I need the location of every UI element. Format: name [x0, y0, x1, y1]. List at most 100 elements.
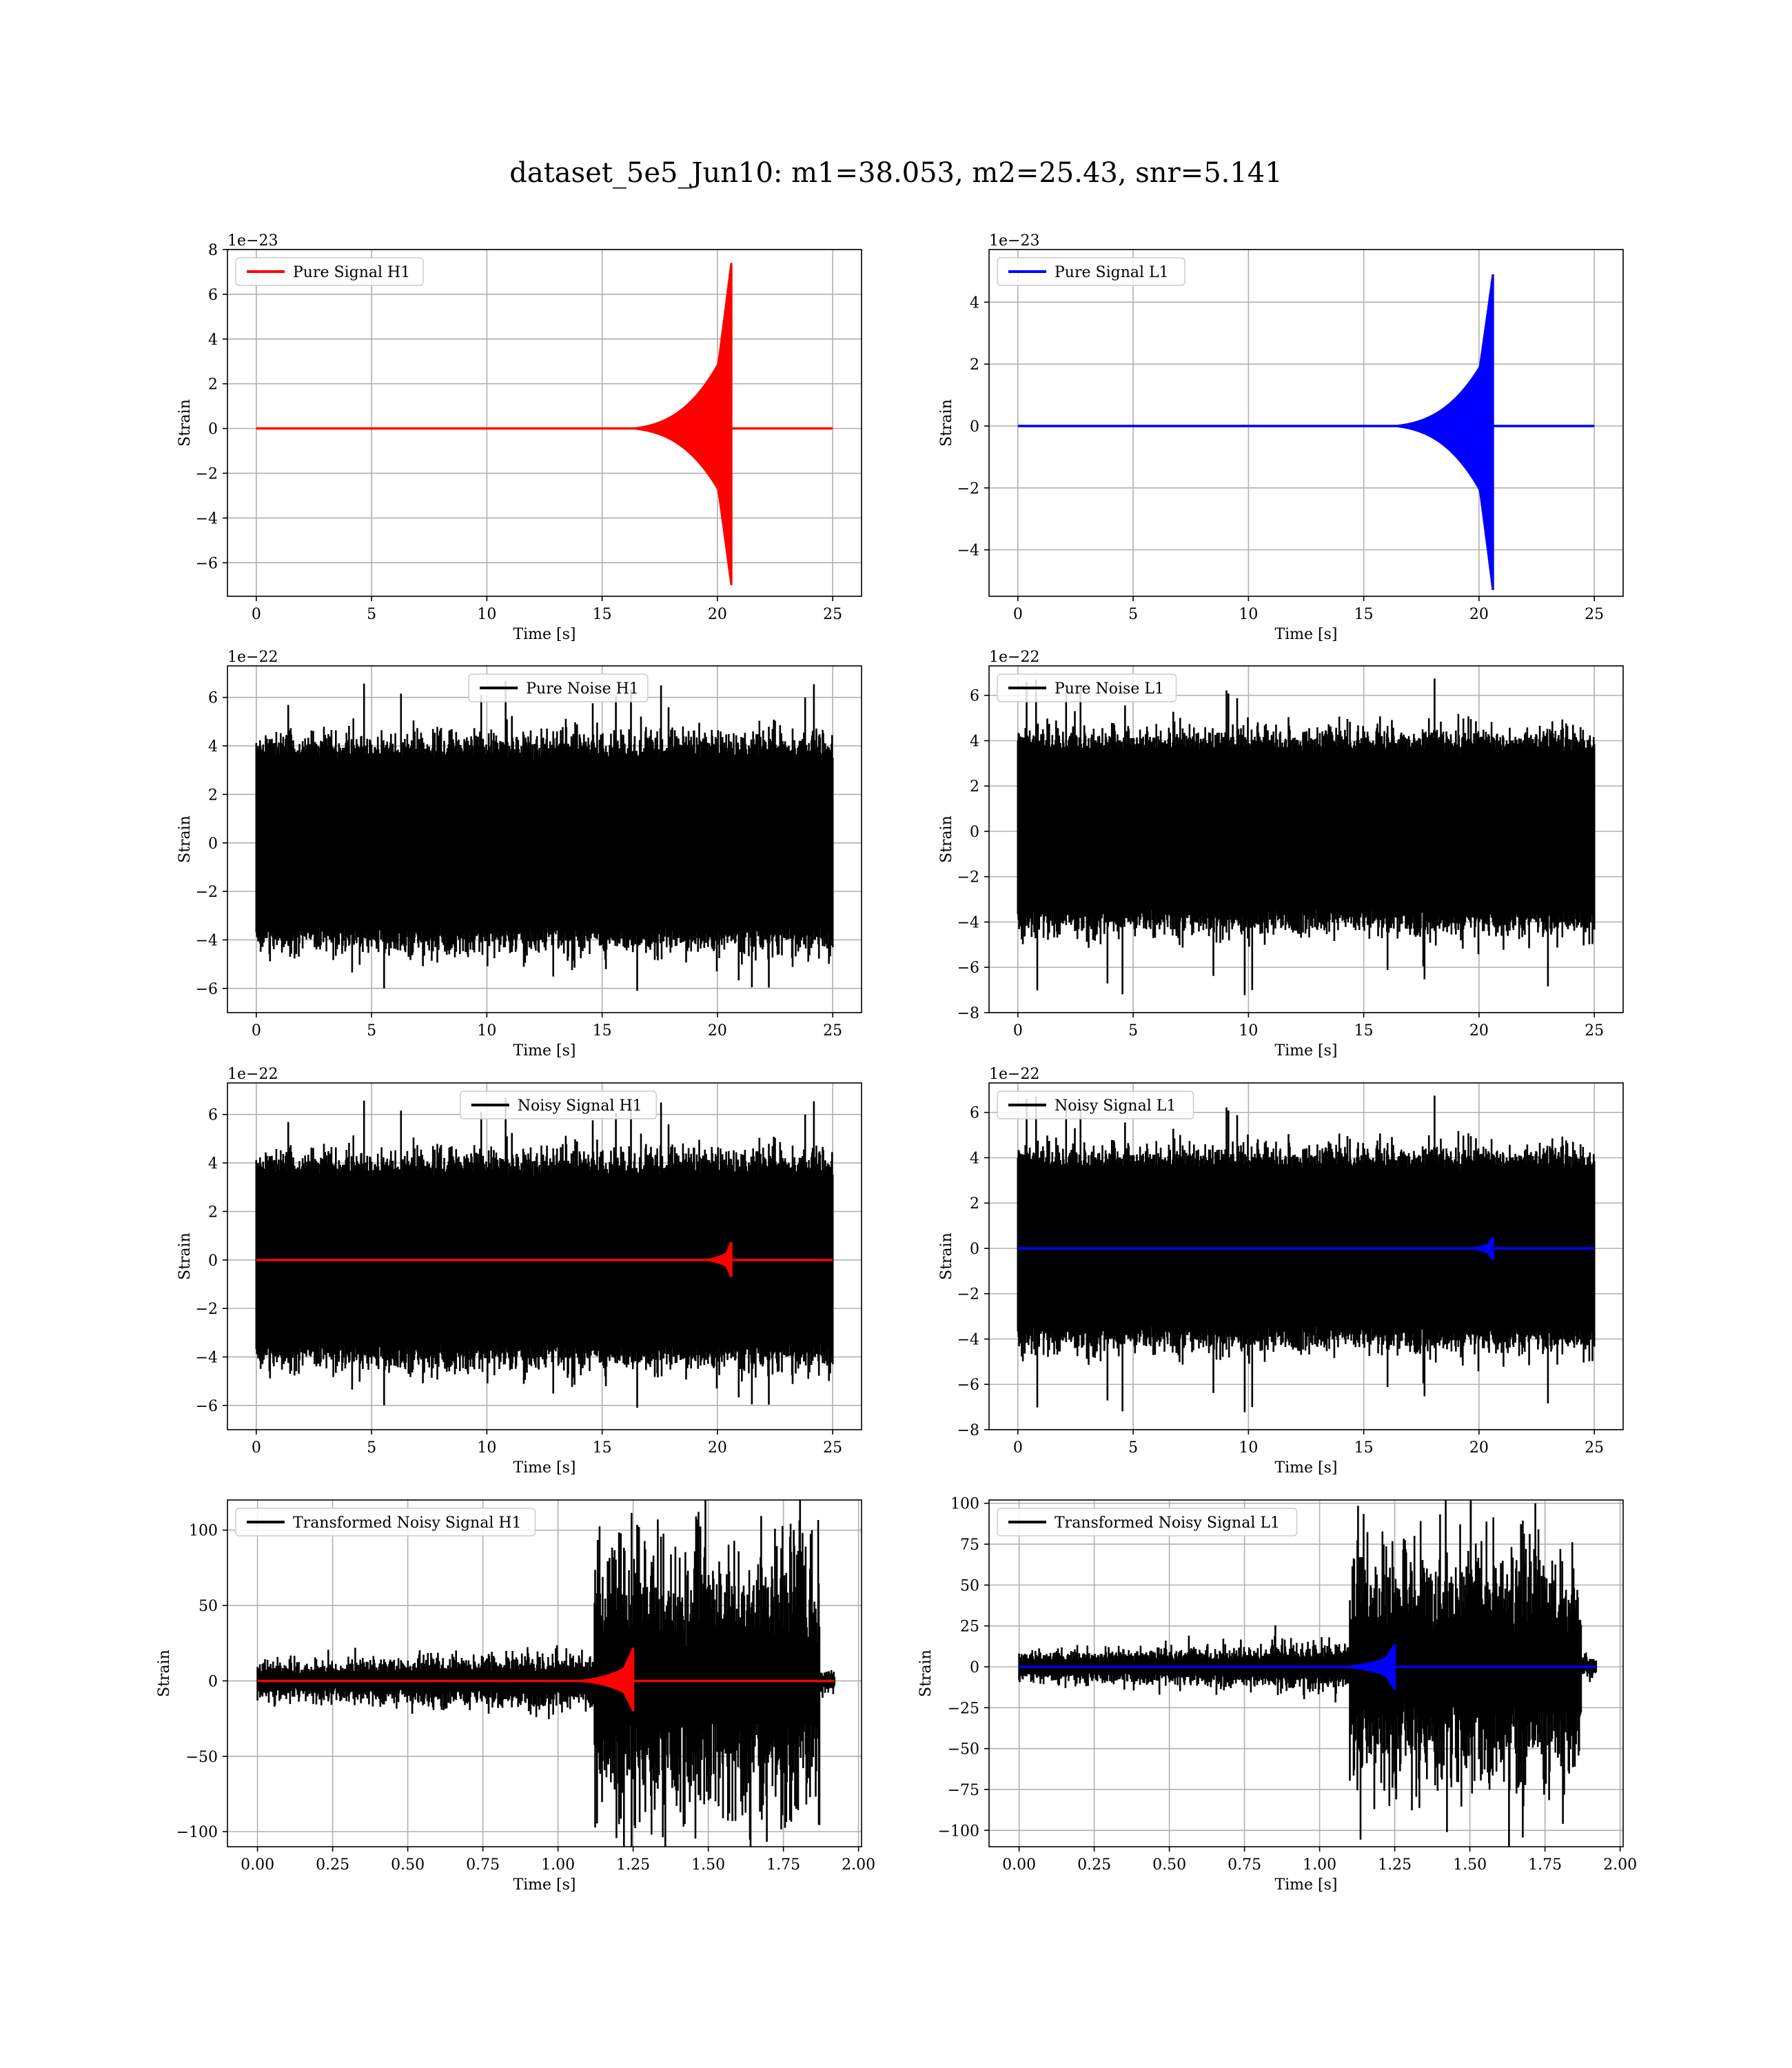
y-tick-label: 0 [208, 835, 218, 853]
chart-pure-signal-l1: 0 5 10 15 20 25 −4 −2 0 2 4 1e−23 Time [s] Strain Pure… [938, 232, 1624, 643]
x-tick-label: 25 [1585, 606, 1604, 623]
x-tick-label: 15 [593, 1439, 612, 1457]
y-tick-label: 6 [970, 1105, 979, 1122]
legend-box [997, 1091, 1194, 1119]
x-tick-label: 10 [477, 1439, 496, 1457]
series-group [256, 1500, 836, 1847]
y-tick-label: −2 [196, 466, 218, 483]
offset-text: 1e−22 [989, 649, 1039, 666]
y-tick-label: 25 [960, 1619, 979, 1636]
plot-frame [988, 249, 1624, 597]
plot-frame [988, 1082, 1624, 1430]
y-axis-label: Strain [917, 1650, 935, 1697]
legend-box [468, 673, 649, 702]
y-tick-label: −6 [196, 1398, 218, 1415]
x-axis-label: Time [s] [1274, 1459, 1337, 1477]
y-tick-label: −2 [196, 884, 218, 901]
x-tick-label: 15 [1354, 1439, 1374, 1457]
plot-frame [988, 1499, 1624, 1847]
y-tick-label: −75 [948, 1782, 979, 1799]
y-axis-label: Strain [176, 1233, 194, 1280]
x-axis-label: Time [s] [513, 1042, 576, 1060]
y-tick-label: −8 [957, 1422, 979, 1439]
y-tick-label: 8 [208, 242, 218, 259]
x-tick-label: 2.00 [842, 1856, 875, 1874]
y-axis-label: Strain [156, 1650, 173, 1697]
y-tick-label: −2 [957, 869, 979, 886]
legend-label: Pure Signal L1 [1055, 264, 1169, 281]
legend: Pure Signal L1 [997, 257, 1185, 286]
y-axis-label: Strain [176, 399, 194, 447]
x-tick-label: 10 [1239, 1022, 1258, 1040]
y-axis-label: Strain [938, 399, 955, 447]
y-tick-label: 0 [970, 418, 979, 436]
x-tick-label: 0.25 [316, 1856, 349, 1874]
series-line-overlay-1 [1019, 1643, 1596, 1690]
y-tick-label: 4 [970, 733, 979, 750]
x-tick-label: 20 [1469, 1022, 1489, 1040]
series-line-overlay-1 [1017, 1237, 1595, 1261]
x-tick-label: 1.00 [541, 1856, 575, 1874]
x-tick-label: 0 [1013, 1439, 1023, 1457]
x-tick-label: 15 [1354, 606, 1374, 623]
legend: Pure Noise L1 [997, 673, 1177, 702]
y-tick-label: 100 [189, 1523, 218, 1540]
chart-noisy-signal-h1: 0 5 10 15 20 25 −6 −4 −2 0 2 4 6 1e−22 Time [s] Strain N… [176, 1066, 862, 1477]
x-tick-label: 1.25 [616, 1856, 650, 1874]
x-tick-label: 0.25 [1077, 1856, 1111, 1874]
x-tick-label: 0.00 [241, 1856, 274, 1874]
legend-box [997, 257, 1185, 286]
y-tick-label: −8 [957, 1005, 979, 1022]
offset-text: 1e−22 [227, 649, 278, 666]
y-tick-label: −100 [176, 1824, 218, 1841]
legend-label: Transformed Noisy Signal L1 [1055, 1514, 1280, 1532]
legend-label: Noisy Signal L1 [1055, 1097, 1176, 1115]
x-tick-label: 0 [1013, 606, 1023, 623]
series-line-overlay-1 [257, 1648, 835, 1712]
legend-label: Transformed Noisy Signal H1 [293, 1514, 522, 1532]
y-tick-label: 4 [208, 738, 218, 756]
series-line-pure-signal-h1 [256, 263, 833, 585]
x-tick-label: 25 [823, 1022, 842, 1040]
x-tick-label: 2.00 [1603, 1856, 1637, 1874]
chart-pure-signal-h1: 0 5 10 15 20 25 −6 −4 −2 0 2 4 6 8 1e−23 Time [s] Strain… [176, 232, 862, 643]
y-tick-label: 4 [208, 332, 218, 349]
x-tick-label: 0.75 [466, 1856, 500, 1874]
y-tick-label: 6 [208, 690, 218, 707]
x-tick-label: 0 [1013, 1022, 1023, 1040]
series-group [1017, 678, 1596, 995]
y-tick-label: 2 [970, 1195, 979, 1213]
y-tick-label: −4 [957, 914, 979, 931]
x-axis-label: Time [s] [513, 1459, 576, 1477]
x-axis-label: Time [s] [513, 1876, 576, 1894]
x-tick-label: 5 [367, 606, 376, 623]
y-tick-label: 4 [970, 1150, 979, 1167]
x-axis-label: Time [s] [1274, 626, 1337, 643]
x-tick-label: 10 [477, 606, 496, 623]
plot-frame [227, 249, 862, 597]
y-axis-label: Strain [176, 815, 194, 863]
legend-box [997, 673, 1177, 702]
legend: Transformed Noisy Signal H1 [235, 1508, 536, 1537]
legend: Pure Signal H1 [235, 257, 424, 286]
series-line-transformed-noisy-signal-h1 [256, 1500, 836, 1847]
chart-transformed-noisy-signal-h1: 0.00 0.25 0.50 0.75 1.00 1.25 1.50 1.75 2.00 −100… [156, 1499, 875, 1894]
y-tick-label: −2 [196, 1301, 218, 1318]
legend-box [235, 257, 424, 286]
y-tick-label: 0 [208, 421, 218, 438]
legend: Noisy Signal L1 [997, 1091, 1194, 1119]
series-group [1018, 1500, 1598, 1847]
x-tick-label: 5 [367, 1022, 376, 1040]
y-tick-label: 2 [208, 376, 218, 394]
y-tick-label: 0 [208, 1253, 218, 1270]
y-tick-label: −6 [196, 555, 218, 572]
y-tick-label: −4 [957, 543, 979, 560]
x-tick-label: 25 [1585, 1439, 1604, 1457]
y-tick-label: 2 [208, 787, 218, 804]
y-tick-label: −4 [957, 1331, 979, 1348]
legend: Transformed Noisy Signal L1 [997, 1508, 1298, 1537]
y-tick-label: −25 [948, 1700, 979, 1717]
chart-pure-noise-h1: 0 5 10 15 20 25 −6 −4 −2 0 2 4 6 1e−22 Time [s] Strain P… [176, 649, 862, 1060]
x-tick-label: 1.50 [691, 1856, 725, 1874]
x-axis-label: Time [s] [1274, 1042, 1337, 1060]
